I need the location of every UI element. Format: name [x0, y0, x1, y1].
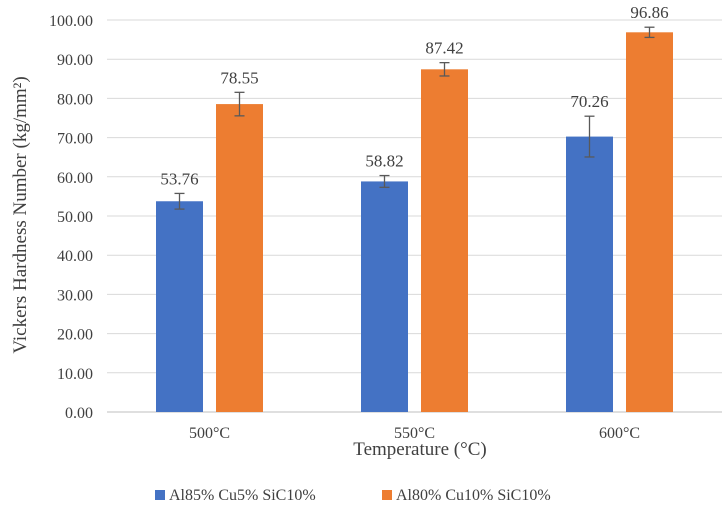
- y-tick-label: 20.00: [57, 327, 93, 344]
- legend-swatch: [382, 490, 392, 500]
- legend-label: Al85% Cu5% SiC10%: [169, 487, 316, 504]
- bar-1: [361, 181, 408, 412]
- y-tick-label: 0.00: [65, 405, 93, 422]
- data-label: 78.55: [220, 68, 258, 87]
- legend-label: Al80% Cu10% SiC10%: [396, 487, 551, 504]
- bars: 53.76 78.55 58.82 87.42 70.26 96.86: [156, 3, 673, 412]
- y-tick-label: 100.00: [49, 13, 93, 30]
- data-label: 96.86: [630, 3, 668, 22]
- x-tick-label: 500°C: [189, 425, 230, 442]
- y-tick-label: 10.00: [57, 366, 93, 383]
- bar-2: [421, 69, 468, 412]
- y-tick-label: 90.00: [57, 52, 93, 69]
- bar-2: [626, 32, 673, 412]
- legend-swatch: [155, 490, 165, 500]
- data-label: 58.82: [365, 152, 403, 171]
- y-tick-label: 30.00: [57, 287, 93, 304]
- data-label: 87.42: [425, 39, 463, 58]
- bar-2: [216, 104, 263, 412]
- y-tick-label: 50.00: [57, 209, 93, 226]
- bar-1: [566, 137, 613, 412]
- y-tick-label: 60.00: [57, 170, 93, 187]
- y-axis-title: Vickers Hardness Number (kg/mm²): [10, 76, 31, 353]
- data-label: 53.76: [160, 169, 198, 188]
- x-tick-label: 600°C: [599, 425, 640, 442]
- y-axis-ticks: 0.00 10.00 20.00 30.00 40.00 50.00 60.00 70.00 8…: [49, 13, 93, 422]
- x-axis-title: Temperature (°C): [353, 439, 486, 460]
- y-tick-label: 70.00: [57, 131, 93, 148]
- bar-1: [156, 201, 203, 412]
- y-tick-label: 80.00: [57, 91, 93, 108]
- legend: Al85% Cu5% SiC10% Al80% Cu10% SiC10%: [155, 487, 551, 504]
- y-tick-label: 40.00: [57, 248, 93, 265]
- data-label: 70.26: [570, 92, 608, 111]
